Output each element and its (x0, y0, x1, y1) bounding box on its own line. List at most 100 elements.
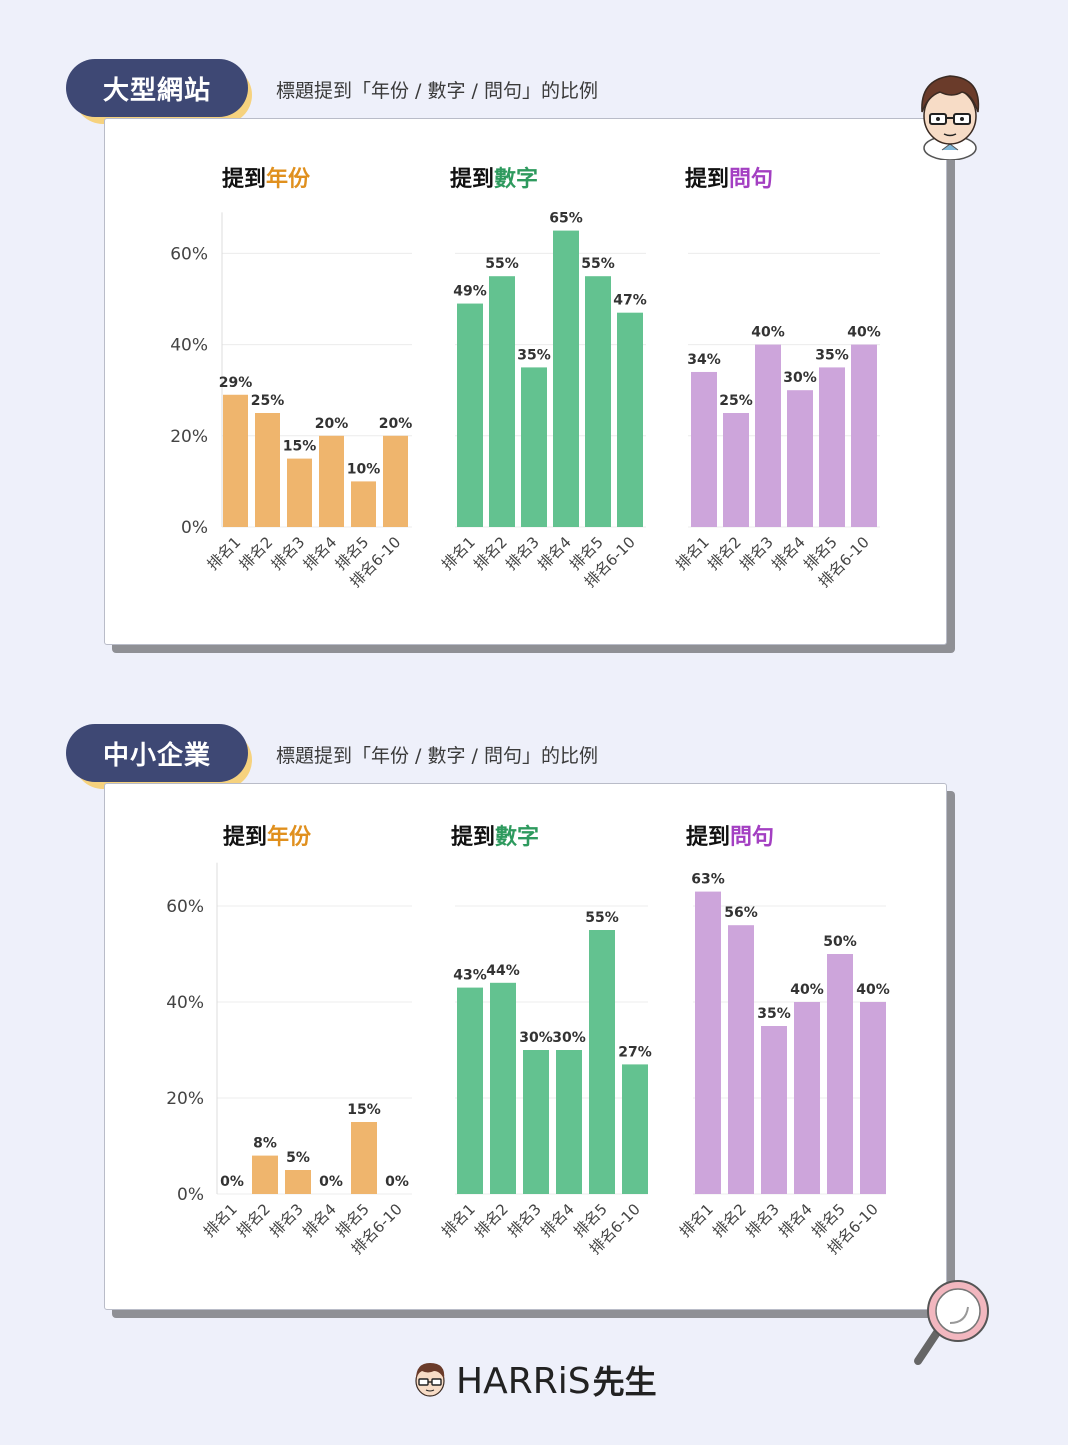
x-tick-label: 排名2 (470, 533, 511, 574)
chart-title: 提到年份 (222, 166, 311, 192)
x-tick-label: 排名1 (200, 1200, 241, 1241)
data-label: 25% (251, 393, 285, 409)
bar-chart-2: 提到數字43%排名144%排名230%排名330%排名455%排名527%排名6… (438, 824, 652, 1258)
chart-title: 提到數字 (451, 824, 539, 850)
bar (695, 891, 721, 1194)
y-tick-label: 60% (166, 897, 204, 917)
bar (622, 1064, 648, 1194)
x-tick-label: 排名2 (233, 1200, 274, 1241)
data-label: 65% (549, 211, 583, 227)
y-tick-label: 0% (181, 518, 208, 538)
data-label: 35% (757, 1006, 791, 1022)
chart-group-small-business: 提到年份0%20%40%60%0%排名18%排名25%排名30%排名415%排名… (166, 824, 890, 1258)
y-tick-label: 60% (170, 244, 208, 264)
data-label: 55% (585, 910, 619, 926)
chart-title-prefix: 提到 (451, 824, 495, 850)
bar (755, 344, 781, 527)
data-label: 35% (517, 347, 551, 363)
x-tick-label: 排名2 (704, 533, 745, 574)
y-tick-label: 20% (170, 427, 208, 447)
bar (553, 230, 579, 527)
y-tick-label: 40% (166, 993, 204, 1013)
bar (860, 1002, 886, 1194)
data-label: 47% (613, 293, 647, 309)
data-label: 35% (815, 347, 849, 363)
bar (691, 371, 717, 527)
chart-title-prefix: 提到 (222, 166, 266, 192)
bar-chart-1: 提到年份 0% 20% 40% 60% 29% 排名1 25% 排名2 15% 排名3 20% 排名4 1… (170, 166, 412, 591)
section-badge: 中小企業 (66, 724, 248, 782)
bar (761, 1026, 787, 1194)
footer-logo: HARRiS先生 (410, 1355, 670, 1403)
x-tick-label: 排名3 (736, 533, 777, 574)
chart-title-prefix: 提到 (685, 166, 729, 192)
x-tick-label: 排名4 (537, 1200, 578, 1241)
chart-title-prefix: 提到 (223, 824, 267, 850)
x-tick-label: 排名1 (438, 1200, 479, 1241)
x-tick-label: 排名1 (676, 1200, 717, 1241)
bar (521, 367, 547, 527)
x-tick-label: 排名3 (268, 533, 309, 574)
data-label: 40% (856, 982, 890, 998)
y-tick-label: 40% (170, 336, 208, 356)
bar (589, 930, 615, 1194)
chart-title-highlight: 年份 (267, 824, 312, 850)
bar (351, 1122, 377, 1194)
data-label: 63% (691, 872, 725, 888)
chart-title-highlight: 數字 (494, 166, 538, 192)
mascot-small-icon (415, 1363, 445, 1397)
chart-title-highlight: 問句 (729, 166, 773, 192)
x-tick-label: 排名2 (471, 1200, 512, 1241)
data-label: 40% (847, 325, 881, 341)
data-label: 55% (581, 256, 615, 272)
chart-title: 提到問句 (685, 166, 773, 192)
bar (851, 344, 877, 527)
data-label: 25% (719, 393, 753, 409)
x-tick-label: 排名4 (300, 533, 341, 574)
x-tick-label: 排名3 (504, 1200, 545, 1241)
x-tick-label: 排名1 (672, 533, 713, 574)
chart-title-highlight: 數字 (495, 824, 539, 850)
data-label: 0% (385, 1174, 409, 1190)
x-tick-label: 排名3 (502, 533, 543, 574)
chart-title-prefix: 提到 (686, 824, 730, 850)
bar (728, 925, 754, 1194)
mascot-face-icon (921, 75, 980, 160)
x-tick-label: 排名4 (775, 1200, 816, 1241)
section-subtitle: 標題提到「年份 / 數字 / 問句」的比例 (276, 80, 598, 102)
data-label: 15% (347, 1102, 381, 1118)
x-tick-label: 排名4 (299, 1200, 340, 1241)
bar (523, 1050, 549, 1194)
data-label: 10% (347, 461, 381, 477)
y-tick-label: 0% (177, 1185, 204, 1205)
data-label: 30% (519, 1030, 553, 1046)
brand-suffix: 先生 (592, 1363, 657, 1401)
data-label: 34% (687, 352, 721, 368)
data-label: 30% (783, 370, 817, 386)
chart-title: 提到年份 (223, 824, 312, 850)
bar-chart-1: 提到年份0%20%40%60%0%排名18%排名25%排名30%排名415%排名… (166, 824, 412, 1258)
data-label: 40% (790, 982, 824, 998)
data-label: 55% (485, 256, 519, 272)
x-tick-label: 排名1 (438, 533, 479, 574)
bar (252, 1155, 278, 1194)
brand-text: HARRiS (456, 1361, 591, 1402)
bar (351, 481, 376, 527)
x-tick-label: 排名2 (709, 1200, 750, 1241)
chart-title-highlight: 年份 (266, 166, 311, 192)
bar (827, 954, 853, 1194)
data-label: 40% (751, 325, 785, 341)
bar (617, 312, 643, 527)
bar (287, 458, 312, 527)
bar (285, 1170, 311, 1194)
bar (787, 390, 813, 527)
bar (556, 1050, 582, 1194)
bar (457, 303, 483, 527)
x-tick-label: 排名4 (534, 533, 575, 574)
chart-title-highlight: 問句 (730, 824, 774, 850)
data-label: 50% (823, 934, 857, 950)
x-tick-label: 排名3 (266, 1200, 307, 1241)
bar (489, 276, 515, 527)
magnifier-icon (914, 1280, 989, 1365)
data-label: 30% (552, 1030, 586, 1046)
